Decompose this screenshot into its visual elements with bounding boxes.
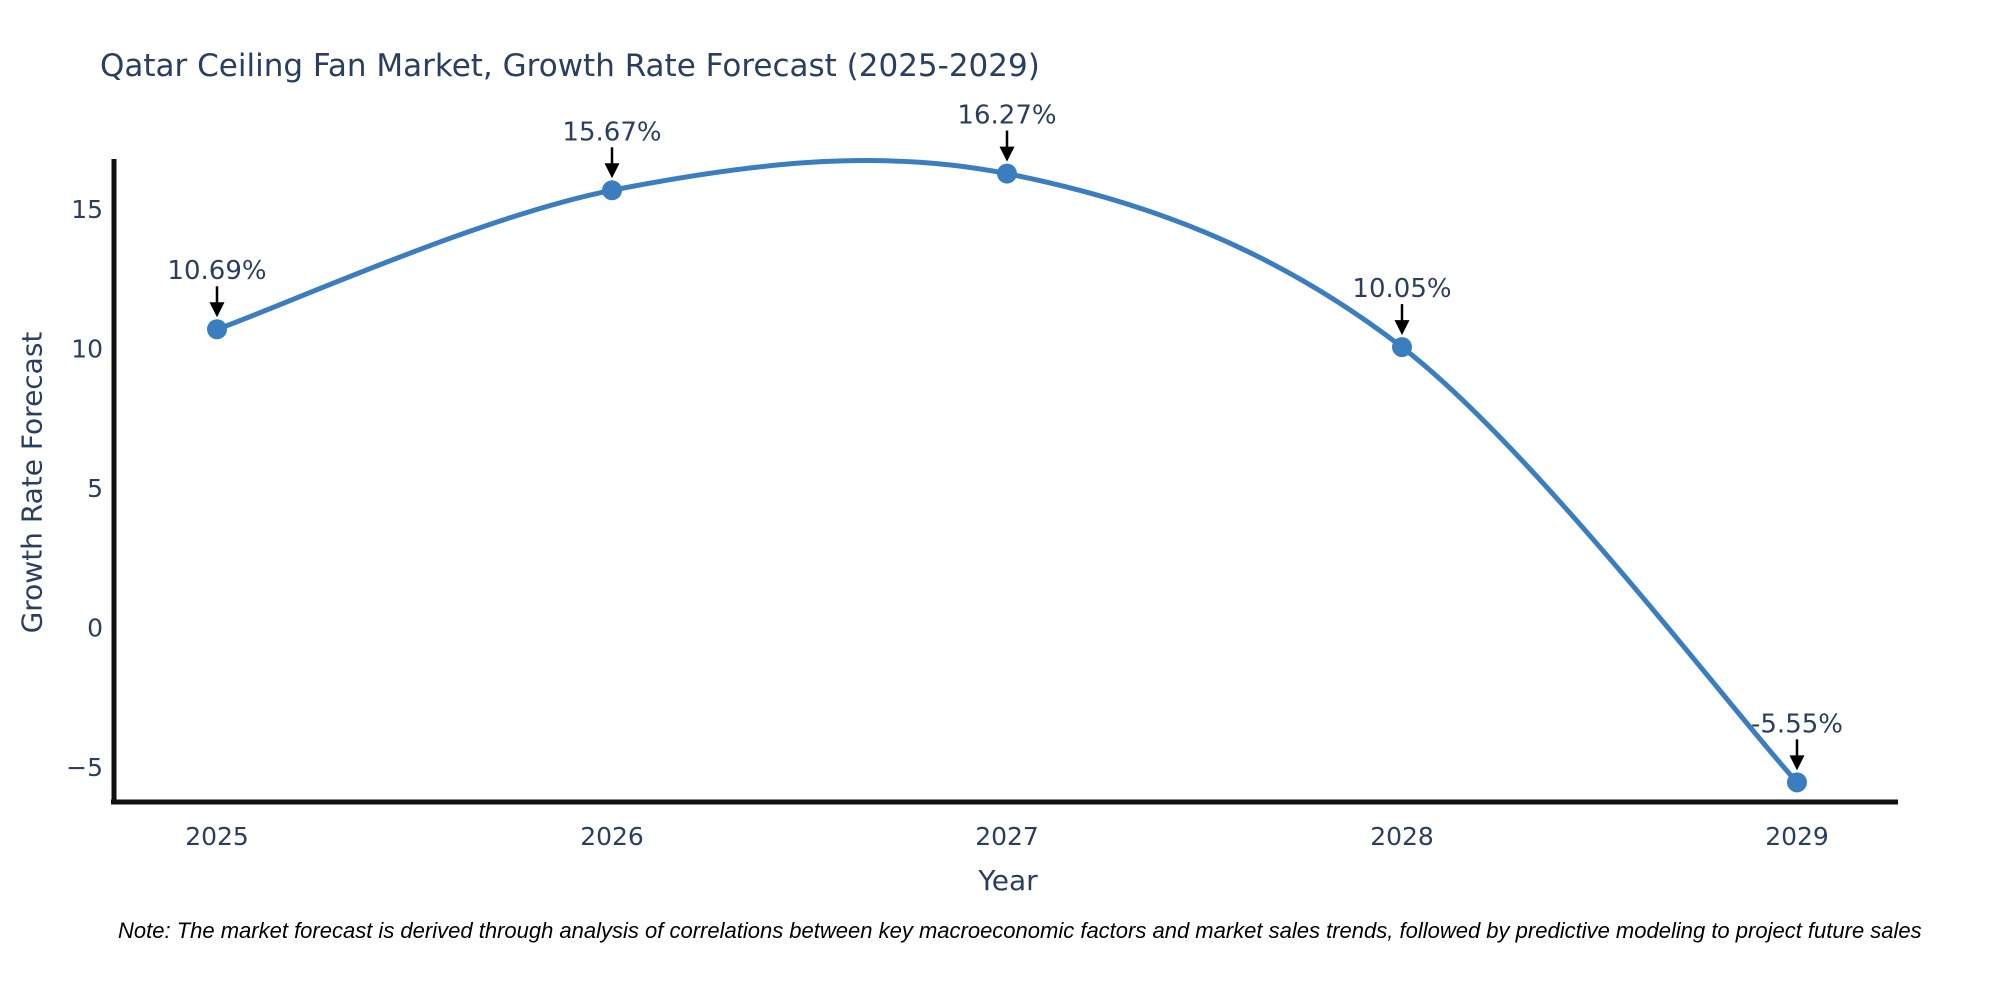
x-tick-label: 2029 [1765, 822, 1829, 851]
chart-footnote: Note: The market forecast is derived thr… [118, 918, 1922, 943]
chart-title: Qatar Ceiling Fan Market, Growth Rate Fo… [100, 48, 1040, 84]
y-tick-label: −5 [66, 753, 103, 782]
y-tick-label: 5 [87, 474, 103, 503]
y-tick-label: 15 [71, 195, 103, 224]
y-tick-label: 10 [71, 335, 103, 364]
annotation-arrowhead [999, 146, 1015, 162]
x-tick-label: 2026 [580, 822, 644, 851]
data-point-label: 16.27% [957, 101, 1056, 131]
data-point-marker[interactable] [207, 319, 227, 340]
data-point-marker[interactable] [1392, 337, 1412, 358]
data-point-marker[interactable] [1787, 772, 1807, 793]
x-tick-label: 2025 [185, 822, 249, 851]
data-point-label: -5.55% [1751, 709, 1843, 739]
x-tick-label: 2027 [975, 822, 1039, 851]
trend-line [214, 158, 1800, 785]
data-point-label: 15.67% [562, 117, 661, 147]
data-point-label: 10.05% [1352, 274, 1451, 304]
data-point-marker[interactable] [602, 180, 622, 201]
x-tick-label: 2028 [1370, 822, 1434, 851]
annotation-arrowhead [604, 163, 620, 179]
data-point-label: 10.69% [167, 256, 266, 286]
y-axis-title: Growth Rate Forecast [15, 331, 49, 634]
y-tick-label: 0 [87, 614, 103, 643]
annotation-arrowhead [1394, 320, 1410, 336]
data-point-marker[interactable] [997, 163, 1017, 184]
annotation-arrowhead [209, 302, 225, 318]
annotation-arrowhead [1789, 755, 1805, 771]
x-axis-title: Year [978, 864, 1038, 897]
chart-plot-area: 15 10 5 0 −5 2025 2026 2027 2028 2029 10.69% 15.67%… [66, 101, 1843, 851]
